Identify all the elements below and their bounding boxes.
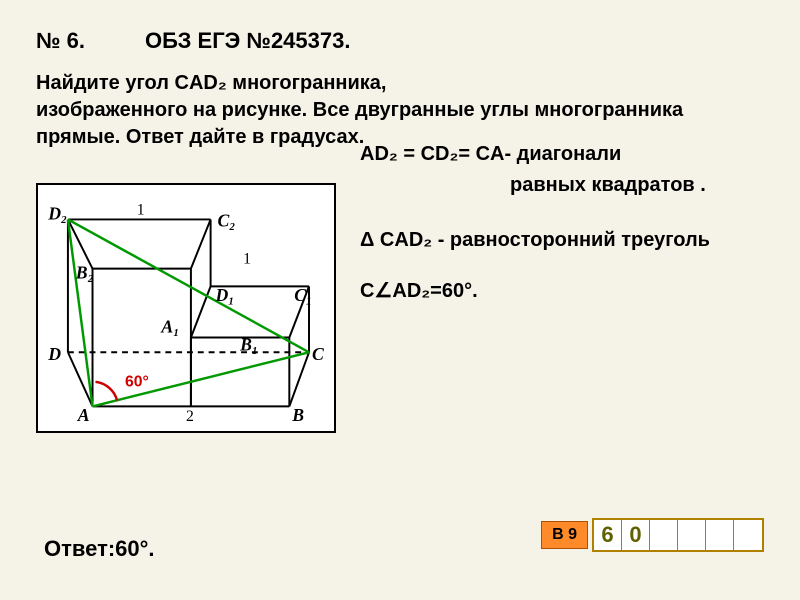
problem-statement: Найдите угол CAD₂ многогранника, изображ…	[36, 70, 756, 151]
edge-label-2: 2	[186, 408, 194, 425]
sol-eq1a: AD₂ = CD₂= CA- диагонали	[360, 143, 621, 165]
vertex-D: D	[47, 344, 61, 364]
sol-eq2: Δ CAD₂ - равносторонний треуголь	[360, 229, 710, 251]
angle-label: 60°	[125, 374, 149, 391]
vertex-A1: A₁	[160, 317, 179, 337]
problem-number: № 6.	[36, 28, 85, 54]
vertex-C2: C₂	[217, 210, 235, 230]
vertex-D1: D₁	[215, 285, 235, 305]
answer-label: Ответ:60°.	[44, 536, 155, 562]
answer-cell-3	[678, 520, 706, 550]
edge-label-1a: 1	[137, 202, 145, 219]
answer-tag: В 9	[541, 521, 588, 549]
answer-cell-5	[734, 520, 762, 550]
vertex-B1: B₁	[239, 334, 258, 354]
geometry-figure: D₂ C₂ B₂ D₁ C₁ A₁ B₁ D C A B 1 1 2	[36, 183, 336, 433]
vertex-C: C	[312, 344, 324, 364]
problem-line1: Найдите угол CAD₂ многогранника,	[36, 72, 386, 94]
answer-grid: В 9 6 0	[541, 518, 764, 552]
sol-eq1b: равных квадратов .	[510, 174, 706, 196]
edge-label-1b: 1	[243, 251, 251, 268]
answer-cell-1: 0	[622, 520, 650, 550]
vertex-A: A	[77, 405, 90, 425]
vertex-D2: D₂	[47, 203, 67, 223]
sol-eq3: С∠AD₂=60°.	[360, 280, 478, 302]
problem-source: ОБЗ ЕГЭ №245373.	[145, 28, 351, 54]
vertex-B2: B₂	[75, 262, 94, 282]
solution-text: AD₂ = CD₂= CA- диагонали равных квадрато…	[360, 141, 710, 325]
answer-cell-4	[706, 520, 734, 550]
answer-cell-0: 6	[594, 520, 622, 550]
vertex-C1: C₁	[294, 285, 312, 305]
vertex-B: B	[291, 405, 304, 425]
answer-cell-2	[650, 520, 678, 550]
